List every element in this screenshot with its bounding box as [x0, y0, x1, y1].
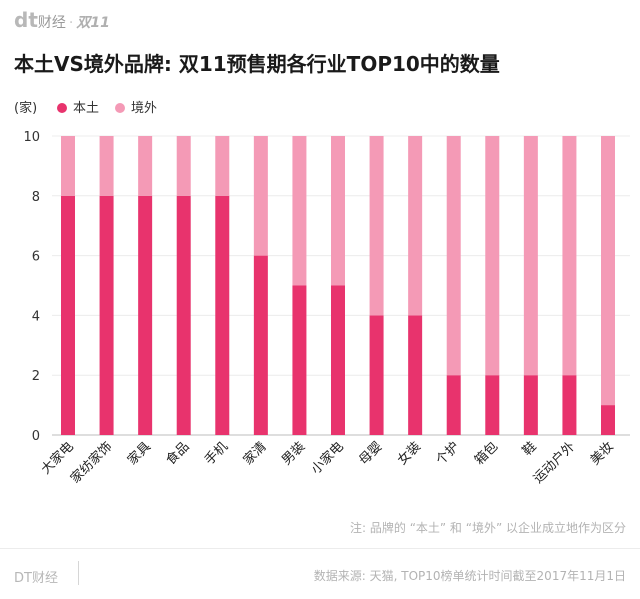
y-tick-label-8: 8 [32, 190, 40, 205]
legend-swatch-0 [57, 103, 67, 113]
y-tick-label-0: 0 [32, 429, 40, 444]
x-tick-label-0: 大家电 [38, 439, 77, 478]
brand-header: dt财经 · 双11 [14, 8, 110, 32]
bar-3-series-1 [176, 136, 191, 196]
footer-brand: DT财经 [14, 571, 58, 586]
brand-tag: 双11 [76, 15, 110, 31]
legend-swatch-1 [115, 103, 125, 113]
bar-9-series-1 [408, 136, 423, 316]
bar-1-series-0 [99, 195, 114, 435]
x-tick-label-7: 小家电 [308, 439, 347, 478]
x-tick-label-13: 运动户外 [530, 439, 578, 487]
bar-11-series-1 [485, 136, 500, 376]
x-tick-label-4: 手机 [202, 439, 231, 468]
brand-name: 财经 [37, 15, 66, 31]
bar-2-series-0 [138, 195, 153, 435]
x-tick-label-9: 女装 [394, 439, 424, 469]
bar-5-series-1 [253, 136, 268, 256]
bar-10-series-0 [446, 375, 461, 435]
x-tick-label-6: 男装 [279, 439, 308, 468]
x-tick-label-11: 箱包 [471, 439, 501, 469]
footnote: 注: 品牌的 “本土” 和 “境外” 以企业成立地作为区分 [350, 521, 626, 535]
y-axis-label: (家) [14, 100, 37, 116]
x-tick-label-1: 家纺家饰 [67, 439, 115, 487]
bar-7-series-0 [331, 285, 345, 435]
brand-logo: dt [14, 8, 38, 32]
bar-4-series-1 [215, 136, 230, 196]
y-tick-label-6: 6 [32, 250, 40, 265]
footer: DT财经 数据来源: 天猫, TOP10榜单统计时间截至2017年11月1日 [0, 548, 640, 599]
bar-14-series-0 [601, 405, 615, 435]
bar-0-series-0 [61, 195, 75, 435]
legend-label-1: 境外 [131, 101, 157, 116]
bar-0-series-1 [61, 136, 75, 196]
x-tick-label-8: 母婴 [356, 439, 385, 468]
bar-6-series-0 [292, 285, 307, 435]
y-tick-label-10: 10 [23, 130, 40, 145]
bar-13-series-0 [562, 375, 577, 435]
bar-2-series-1 [138, 136, 153, 196]
bar-7-series-1 [331, 136, 345, 286]
bar-13-series-1 [562, 136, 577, 376]
bar-8-series-1 [369, 136, 384, 316]
legend-label-0: 本土 [73, 101, 99, 116]
bar-3-series-0 [176, 195, 191, 435]
bar-14-series-1 [601, 136, 615, 406]
footer-divider [78, 561, 79, 585]
bar-1-series-1 [99, 136, 114, 196]
bar-5-series-0 [253, 255, 268, 435]
bar-12-series-0 [523, 375, 538, 435]
bar-12-series-1 [523, 136, 538, 376]
data-source: 数据来源: 天猫, TOP10榜单统计时间截至2017年11月1日 [313, 569, 626, 583]
y-tick-label-4: 4 [32, 309, 40, 324]
x-tick-label-2: 家具 [124, 439, 154, 469]
x-tick-label-14: 美妆 [588, 439, 617, 468]
bar-4-series-0 [215, 195, 230, 435]
x-tick-label-5: 家清 [240, 439, 270, 469]
brand-separator: · [68, 15, 74, 31]
bar-10-series-1 [446, 136, 461, 376]
x-tick-label-12: 鞋 [519, 439, 540, 460]
bar-6-series-1 [292, 136, 307, 286]
bar-9-series-0 [408, 315, 423, 435]
x-tick-label-10: 个护 [434, 439, 463, 468]
bar-8-series-0 [369, 315, 384, 435]
chart-title: 本土VS境外品牌: 双11预售期各行业TOP10中的数量 [14, 52, 500, 76]
y-tick-label-2: 2 [32, 369, 40, 384]
bar-11-series-0 [485, 375, 500, 435]
x-tick-label-3: 食品 [163, 439, 193, 469]
